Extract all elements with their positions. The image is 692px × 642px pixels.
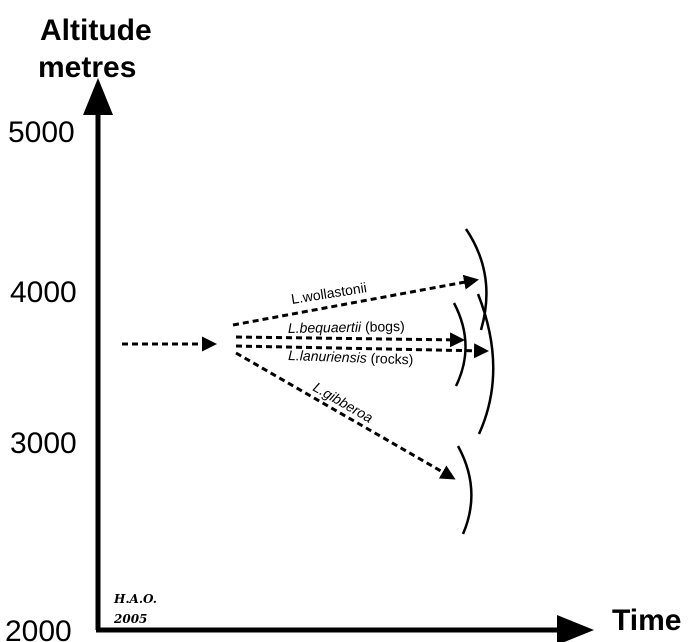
y-axis-arrowhead (83, 78, 113, 115)
label-lanuriensis-genus: L. (288, 347, 300, 363)
label-wollastonii-name: wollastonii (301, 279, 368, 305)
arrow-bequaertii (235, 332, 465, 348)
signature-year: 2005 (113, 612, 147, 626)
y-tick-2000: 2000 (5, 615, 72, 642)
label-bequaertii: L.bequaertii (bogs) (288, 318, 405, 336)
label-bequaertii-note: (bogs) (361, 318, 405, 335)
label-lanuriensis: L.lanuriensis (rocks) (288, 347, 414, 367)
signature-initials: H.A.O. (113, 592, 157, 606)
boundary-curve-lanuriensis (476, 293, 495, 435)
arrow-wollastonii (232, 274, 479, 327)
label-bequaertii-genus: L. (288, 320, 300, 336)
boundary-curve-gibberoa (456, 445, 473, 535)
arrow-gibberoa (235, 351, 456, 480)
label-wollastonii-genus: L. (290, 289, 304, 307)
boundary-curve-wollastonii (464, 228, 488, 331)
arrow-lanuriensis (235, 343, 489, 359)
y-tick-5000: 5000 (8, 116, 75, 149)
label-lanuriensis-name: lanuriensis (300, 347, 367, 365)
label-gibberoa: L.gibberoa (311, 379, 376, 426)
label-lanuriensis-note: (rocks) (366, 350, 413, 368)
boundary-curve-bequaertii (452, 302, 467, 387)
y-tick-3000: 3000 (10, 427, 77, 460)
y-axis-title-line2: metres (38, 51, 136, 84)
x-axis-arrowhead (557, 615, 594, 642)
y-tick-4000: 4000 (10, 276, 77, 309)
y-axis-title-line1: Altitude (40, 14, 152, 47)
label-gibberoa-name: gibberoa (321, 385, 376, 426)
label-bequaertii-name: bequaertii (299, 319, 362, 336)
x-axis-title: Time (612, 604, 681, 637)
